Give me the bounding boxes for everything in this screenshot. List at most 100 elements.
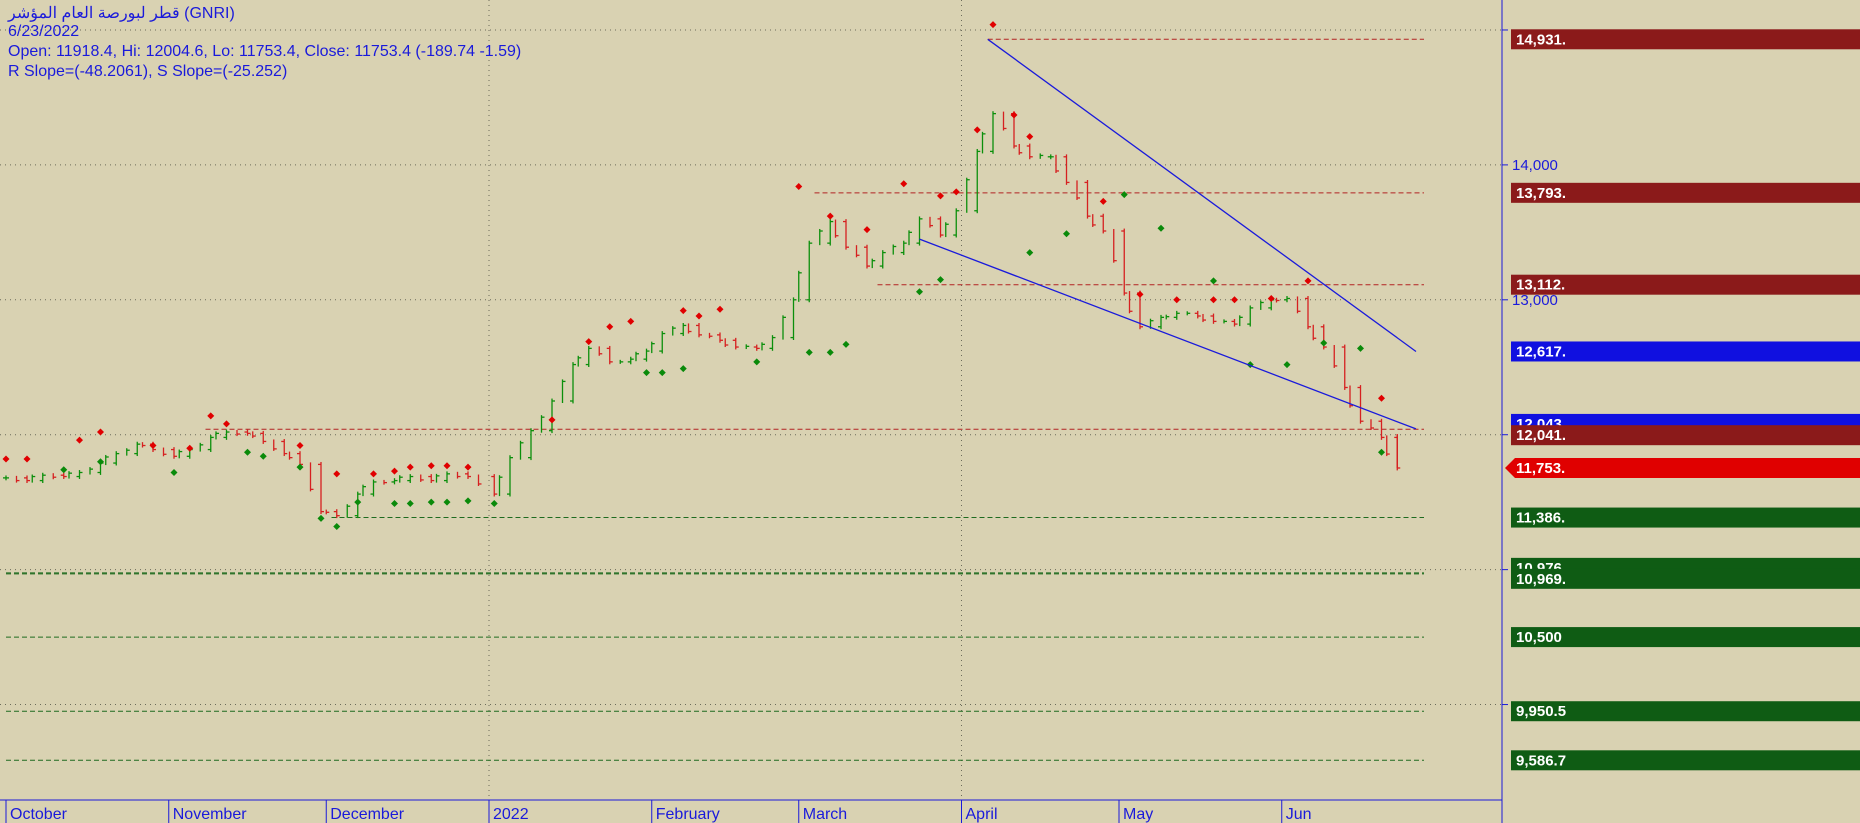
swing-high-marker — [406, 463, 414, 471]
swing-high-marker — [627, 317, 635, 325]
price-tag-box — [1511, 425, 1860, 446]
swing-low-marker — [391, 500, 398, 508]
price-tag-label: 12,617. — [1516, 343, 1566, 360]
swing-low-marker — [643, 369, 650, 377]
time-tick-label: Jun — [1286, 806, 1312, 823]
swing-low-marker — [296, 463, 304, 471]
swing-low-marker — [97, 458, 104, 466]
time-tick-label: 2022 — [493, 806, 529, 823]
swing-low-marker — [1210, 277, 1217, 285]
price-tag-resistance: 13,112. — [1511, 274, 1860, 295]
trendline-s — [919, 238, 1417, 430]
slope-readout: R Slope=(-48.2061), S Slope=(-25.252) — [8, 63, 288, 80]
swing-high-marker — [186, 444, 194, 452]
swing-high-marker — [333, 470, 341, 478]
horizontal-levels — [6, 38, 1424, 761]
swing-low-marker — [1120, 191, 1128, 199]
price-tag-support: 10,500 — [1511, 627, 1860, 648]
swing-low-marker — [805, 348, 813, 356]
swing-high-marker — [826, 212, 834, 220]
price-tag-label: 13,793. — [1516, 185, 1566, 202]
ohlc-readout: Open: 11918.4, Hi: 12004.6, Lo: 11753.4,… — [8, 43, 522, 60]
trendline-r — [987, 38, 1417, 353]
swing-high-marker — [1010, 111, 1018, 119]
swing-high-marker — [2, 455, 10, 463]
swing-high-marker — [1026, 133, 1034, 141]
swing-high-marker — [973, 126, 981, 134]
swing-low-marker — [244, 448, 251, 456]
swing-high-marker — [695, 312, 703, 320]
price-tag-box — [1511, 750, 1860, 771]
swing-low-marker — [1157, 224, 1165, 232]
swing-low-marker — [490, 500, 498, 508]
swing-high-marker — [937, 192, 944, 200]
swing-markers — [2, 21, 1385, 530]
swing-low-marker — [1283, 361, 1291, 369]
price-tag-label: 14,931. — [1516, 31, 1566, 48]
swing-low-marker — [333, 522, 341, 530]
grid — [0, 0, 1502, 800]
swing-high-marker — [900, 180, 908, 188]
time-tick-label: May — [1123, 806, 1153, 823]
swing-low-marker — [1378, 448, 1385, 456]
swing-high-marker — [606, 323, 614, 331]
price-tag-label: 9,586.7 — [1516, 752, 1566, 769]
price-tag-box — [1511, 507, 1860, 528]
swing-high-marker — [716, 305, 724, 313]
swing-high-marker — [989, 21, 997, 29]
swing-high-marker — [223, 420, 230, 428]
swing-high-marker — [296, 442, 304, 450]
price-tick-label: 14,000 — [1512, 157, 1558, 174]
swing-high-marker — [1210, 296, 1217, 304]
time-tick-label: November — [173, 806, 247, 823]
chart-title: قطر لبورصة العام المؤشر (GNRI) — [8, 5, 235, 22]
time-tick-label: March — [803, 806, 847, 823]
swing-high-marker — [149, 442, 157, 450]
swing-low-marker — [679, 365, 687, 373]
price-tag-box — [1511, 627, 1860, 648]
swing-high-marker — [23, 455, 31, 463]
swing-high-marker — [1378, 394, 1385, 402]
swing-high-marker — [207, 412, 215, 420]
swing-high-marker — [1173, 296, 1181, 304]
price-tag-label: 11,753. — [1516, 460, 1565, 477]
swing-high-marker — [585, 338, 593, 346]
swing-low-marker — [842, 340, 850, 348]
price-tag-box — [1511, 701, 1860, 722]
swing-low-marker — [464, 497, 472, 505]
swing-low-marker — [60, 466, 68, 474]
time-tick-label: December — [330, 806, 404, 823]
swing-high-marker — [548, 416, 556, 424]
price-tag-label: 13,112. — [1516, 277, 1565, 294]
swing-low-marker — [937, 276, 944, 284]
swing-high-marker — [1231, 296, 1238, 304]
time-tick-label: April — [966, 806, 998, 823]
price-tag-box — [1511, 29, 1860, 50]
price-tag-box — [1511, 274, 1860, 295]
price-tag-box — [1511, 341, 1860, 362]
price-tag-support: 10,969. — [1511, 568, 1860, 589]
swing-low-marker — [826, 348, 834, 356]
price-tag-label: 12,041. — [1516, 427, 1566, 444]
price-tag-support: 9,586.7 — [1511, 750, 1860, 771]
swing-high-marker — [952, 188, 960, 196]
swing-low-marker — [427, 498, 435, 506]
swing-high-marker — [1099, 197, 1107, 205]
time-tick-label: February — [656, 806, 720, 823]
swing-low-marker — [916, 288, 923, 296]
swing-low-marker — [406, 500, 414, 508]
swing-low-marker — [753, 358, 761, 366]
swing-low-marker — [259, 452, 267, 460]
price-tag-label: 10,500 — [1516, 629, 1562, 646]
swing-high-marker — [97, 428, 104, 436]
swing-low-marker — [658, 369, 666, 377]
price-tag-label: 11,386. — [1516, 510, 1565, 527]
price-tag-support: 11,386. — [1511, 507, 1860, 528]
price-tag-support: 9,950.5 — [1511, 701, 1860, 722]
price-tag-resistance: 14,931. — [1511, 29, 1860, 50]
swing-high-marker — [427, 462, 435, 470]
trendlines — [919, 38, 1417, 430]
price-tag-resistance: 12,041. — [1511, 425, 1860, 446]
